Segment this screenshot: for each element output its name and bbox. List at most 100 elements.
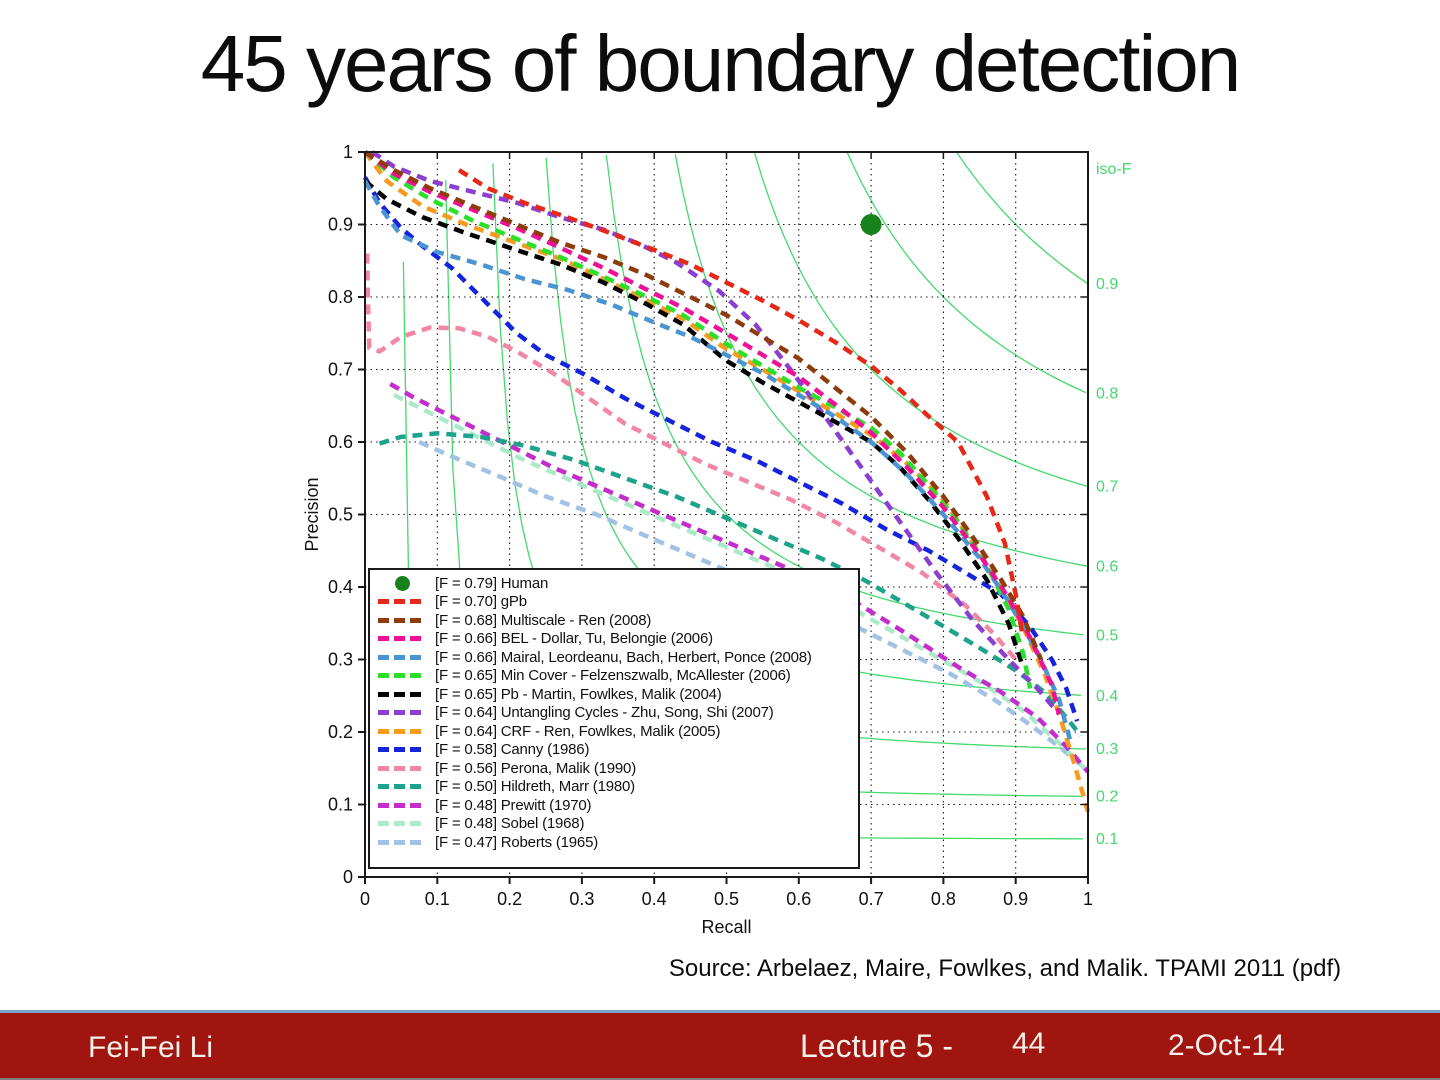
legend-dash-marker: [378, 765, 428, 771]
footer-page-number: 44: [1012, 1027, 1046, 1060]
legend-item-label: [F = 0.48] Sobel (1968): [435, 815, 585, 833]
legend-item: [F = 0.58] Canny (1986): [378, 741, 858, 760]
y-tick-label: 0.9: [328, 215, 353, 235]
legend-item: [F = 0.47] Roberts (1965): [378, 833, 858, 852]
legend-item-label: [F = 0.47] Roberts (1965): [435, 833, 599, 851]
y-tick-label: 0.4: [328, 577, 353, 597]
x-tick-label: 0.4: [642, 889, 667, 909]
legend-item-label: [F = 0.70] gPb: [435, 593, 527, 611]
series-untangling-cycles: [370, 150, 1061, 716]
x-tick-label: 0.6: [786, 889, 811, 909]
y-tick-label: 0.6: [328, 432, 353, 452]
legend-item-label: [F = 0.65] Min Cover - Felzenszwalb, McA…: [435, 667, 791, 685]
y-tick-label: 0.8: [328, 287, 353, 307]
series-prewitt: [389, 382, 1090, 774]
source-citation: Source: Arbelaez, Maire, Fowlkes, and Ma…: [668, 955, 1342, 982]
series-pb: [363, 179, 1026, 668]
series-bel: [363, 150, 1062, 715]
y-tick-label: 0: [343, 867, 353, 887]
y-tick-label: 0.7: [328, 360, 353, 380]
iso-f-value-label: 0.8: [1096, 386, 1118, 403]
iso-f-value-label: 0.3: [1096, 741, 1118, 758]
page-title: 45 years of boundary detection: [200, 19, 1242, 108]
iso-f-value-label: 0.4: [1096, 688, 1118, 705]
legend-dash-marker: [378, 784, 428, 790]
series-canny: [363, 176, 1080, 722]
legend-dash-marker: [378, 673, 428, 679]
iso-f-curve: [754, 153, 1088, 488]
iso-f-title: iso-F: [1096, 161, 1132, 178]
legend-item-label: [F = 0.50] Hildreth, Marr (1980): [435, 778, 635, 796]
legend-item: [F = 0.65] Min Cover - Felzenszwalb, McA…: [378, 667, 858, 686]
legend-item: [F = 0.48] Sobel (1968): [378, 815, 858, 834]
legend-dash-marker: [378, 839, 428, 845]
iso-f-value-label: 0.5: [1096, 627, 1118, 644]
legend-item-label: [F = 0.79] Human: [435, 574, 549, 592]
x-tick-label: 0.9: [1003, 889, 1028, 909]
legend-item-label: [F = 0.66] Mairal, Leordeanu, Bach, Herb…: [435, 648, 812, 666]
iso-f-value-label: 0.1: [1096, 831, 1118, 848]
legend-item-label: [F = 0.68] Multiscale - Ren (2008): [435, 611, 652, 629]
y-tick-label: 0.2: [328, 722, 353, 742]
legend-item-label: [F = 0.65] Pb - Martin, Fowlkes, Malik (…: [435, 685, 722, 703]
series-multiscale-ren: [363, 150, 1044, 661]
human-point: [860, 214, 882, 235]
x-tick-label: 0.7: [859, 889, 884, 909]
x-axis-label: Recall: [701, 917, 751, 937]
series-hildreth-marr: [378, 431, 1083, 738]
legend-item: [F = 0.50] Hildreth, Marr (1980): [378, 778, 858, 797]
iso-f-curve: [846, 152, 1087, 394]
legend-dash-marker: [378, 691, 428, 697]
footer-bar: Fei-Fei Li Lecture 5 - 44 2-Oct-14: [0, 1010, 1440, 1080]
series-gpb: [457, 168, 1026, 639]
iso-f-curve: [674, 153, 1088, 567]
iso-f-curve: [605, 155, 1084, 636]
series-min-cover: [363, 150, 1033, 689]
iso-f-curve: [956, 152, 1088, 284]
legend-dash-marker: [378, 636, 428, 642]
series-perona-malik: [364, 253, 1018, 661]
y-tick-label: 1: [343, 142, 353, 162]
y-tick-label: 0.3: [328, 650, 353, 670]
series-sobel: [392, 392, 1086, 770]
series-roberts: [418, 439, 1083, 767]
iso-f-value-label: 0.2: [1096, 788, 1118, 805]
x-tick-label: 1: [1083, 889, 1093, 909]
chart-legend: [F = 0.79] Human [F = 0.70] gPb [F = 0.68]…: [368, 568, 860, 869]
legend-item: [F = 0.68] Multiscale - Ren (2008): [378, 611, 858, 630]
legend-item: [F = 0.65] Pb - Martin, Fowlkes, Malik (…: [378, 685, 858, 704]
legend-item: [F = 0.79] Human: [378, 574, 858, 593]
legend-dash-marker: [378, 802, 428, 808]
legend-item: [F = 0.48] Prewitt (1970): [378, 796, 858, 815]
legend-dot-marker: [378, 575, 428, 591]
x-tick-label: 0.2: [497, 889, 522, 909]
legend-item-label: [F = 0.64] Untangling Cycles - Zhu, Song…: [435, 704, 774, 722]
legend-dash-marker: [378, 728, 428, 734]
footer-lecture-label: Lecture 5 -: [800, 1028, 953, 1064]
footer-author: Fei-Fei Li: [88, 1031, 214, 1064]
x-tick-label: 0.5: [714, 889, 739, 909]
legend-dash-marker: [378, 821, 428, 827]
legend-item-label: [F = 0.66] BEL - Dollar, Tu, Belongie (2…: [435, 630, 713, 648]
legend-dash-marker: [378, 599, 428, 605]
legend-dash-marker: [378, 710, 428, 716]
legend-item-label: [F = 0.64] CRF - Ren, Fowlkes, Malik (20…: [435, 722, 721, 740]
legend-item-label: [F = 0.56] Perona, Malik (1990): [435, 759, 636, 777]
x-tick-label: 0.1: [425, 889, 450, 909]
legend-item: [F = 0.64] Untangling Cycles - Zhu, Song…: [378, 704, 858, 723]
legend-item: [F = 0.66] Mairal, Leordeanu, Bach, Herb…: [378, 648, 858, 667]
x-tick-label: 0: [360, 889, 370, 909]
x-tick-label: 0.3: [569, 889, 594, 909]
legend-dash-marker: [378, 654, 428, 660]
iso-f-value-label: 0.6: [1096, 558, 1118, 575]
y-axis-label: Precision: [302, 477, 322, 551]
legend-item-label: [F = 0.48] Prewitt (1970): [435, 796, 592, 814]
legend-item-label: [F = 0.58] Canny (1986): [435, 741, 590, 759]
legend-item: [F = 0.64] CRF - Ren, Fowlkes, Malik (20…: [378, 722, 858, 741]
iso-f-value-label: 0.7: [1096, 479, 1118, 496]
footer-date: 2-Oct-14: [1168, 1029, 1285, 1062]
legend-item: [F = 0.66] BEL - Dollar, Tu, Belongie (2…: [378, 630, 858, 649]
y-tick-label: 0.5: [328, 505, 353, 525]
